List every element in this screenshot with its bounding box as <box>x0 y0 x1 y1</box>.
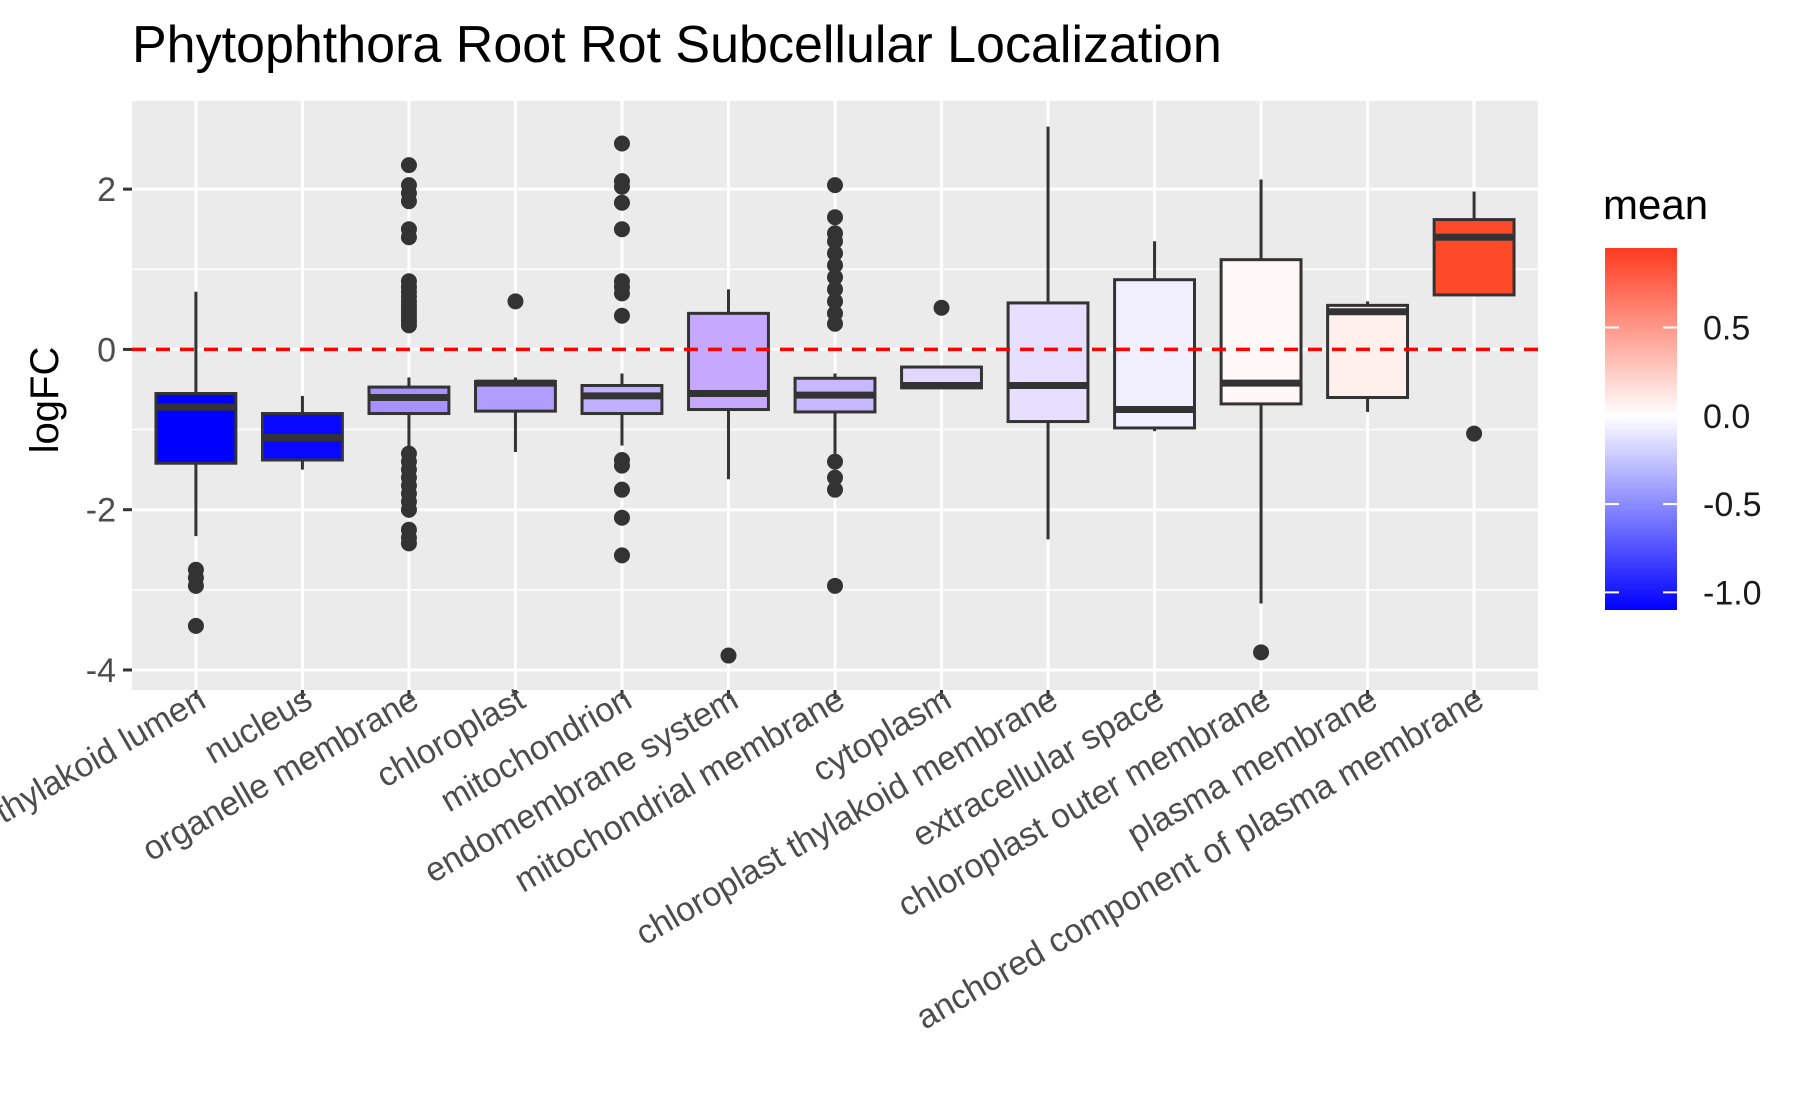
boxplot-2 <box>260 395 344 470</box>
outlier-point <box>400 317 417 334</box>
colorbar-tick-label: 0.0 <box>1703 398 1750 436</box>
box <box>580 383 664 416</box>
outlier-point <box>827 233 843 250</box>
outlier-point <box>827 481 843 498</box>
outlier-point <box>827 293 843 310</box>
boxplot-6 <box>687 289 770 664</box>
outlier-point <box>827 177 843 194</box>
boxplot-4 <box>474 293 557 452</box>
boxplot-12 <box>1326 301 1410 412</box>
outlier-point <box>827 453 843 470</box>
outlier-point <box>827 257 843 274</box>
outlier-point <box>827 269 843 286</box>
colorbar-tick-label: 0.5 <box>1703 309 1750 347</box>
boxplot-7 <box>793 177 877 594</box>
legend-title: mean <box>1603 181 1708 228</box>
boxplot-11 <box>1219 179 1303 661</box>
outlier-point <box>400 535 417 552</box>
chart-title: Phytophthora Root Rot Subcellular Locali… <box>132 16 1222 74</box>
outlier-point <box>720 647 737 664</box>
outlier-point <box>613 481 630 498</box>
colorbar-tick-label: -0.5 <box>1703 486 1762 524</box>
outlier-point <box>613 457 630 474</box>
outlier-point <box>827 245 843 262</box>
outlier-point <box>613 221 630 238</box>
outlier-point <box>187 577 204 594</box>
outlier-point <box>400 157 417 174</box>
box <box>1006 301 1090 424</box>
outlier-point <box>827 281 843 298</box>
outlier-point <box>613 135 630 152</box>
outlier-point <box>1253 644 1270 661</box>
colorbar <box>1605 248 1677 610</box>
boxplot-13 <box>1432 191 1516 442</box>
outlier-point <box>933 299 950 316</box>
outlier-point <box>613 178 630 195</box>
boxplot-5 <box>580 135 664 564</box>
boxplot-1 <box>154 291 238 634</box>
outlier-point <box>827 209 843 226</box>
y-tick-label: 2 <box>97 171 116 209</box>
y-tick-label: -2 <box>86 492 116 530</box>
x-axis: chloroplast thylakoid lumennucleusorgane… <box>0 680 1490 1037</box>
boxplot-10 <box>1113 241 1196 432</box>
outlier-point <box>613 285 630 302</box>
outlier-point <box>400 193 417 210</box>
box <box>1113 278 1196 430</box>
y-tick-label: -4 <box>86 652 116 690</box>
legend: mean -1.0 -0.5 0.0 0.5 <box>1603 181 1762 612</box>
box <box>1326 303 1410 400</box>
outlier-point <box>827 469 843 486</box>
outlier-point <box>613 509 630 526</box>
box <box>1432 218 1516 297</box>
outlier-point <box>400 229 417 246</box>
outlier-point <box>400 501 417 518</box>
y-tick-label: 0 <box>97 331 116 369</box>
y-axis-title: logFC <box>23 347 67 454</box>
boxplot-9 <box>1006 126 1090 540</box>
colorbar-tick-label: -1.0 <box>1703 574 1762 612</box>
outlier-point <box>187 617 204 634</box>
y-axis: -4 -2 0 2 <box>86 171 132 690</box>
outlier-point <box>827 315 843 332</box>
plot-panel <box>132 101 1538 690</box>
outlier-point <box>507 293 524 310</box>
outlier-point <box>1466 425 1483 442</box>
outlier-point <box>613 547 630 564</box>
outlier-point <box>613 194 630 211</box>
boxplot-8 <box>900 299 983 390</box>
outlier-point <box>827 577 843 594</box>
boxplot-3 <box>367 157 451 552</box>
x-category-label: chloroplast thylakoid lumen <box>0 680 212 918</box>
outlier-point <box>613 307 630 324</box>
